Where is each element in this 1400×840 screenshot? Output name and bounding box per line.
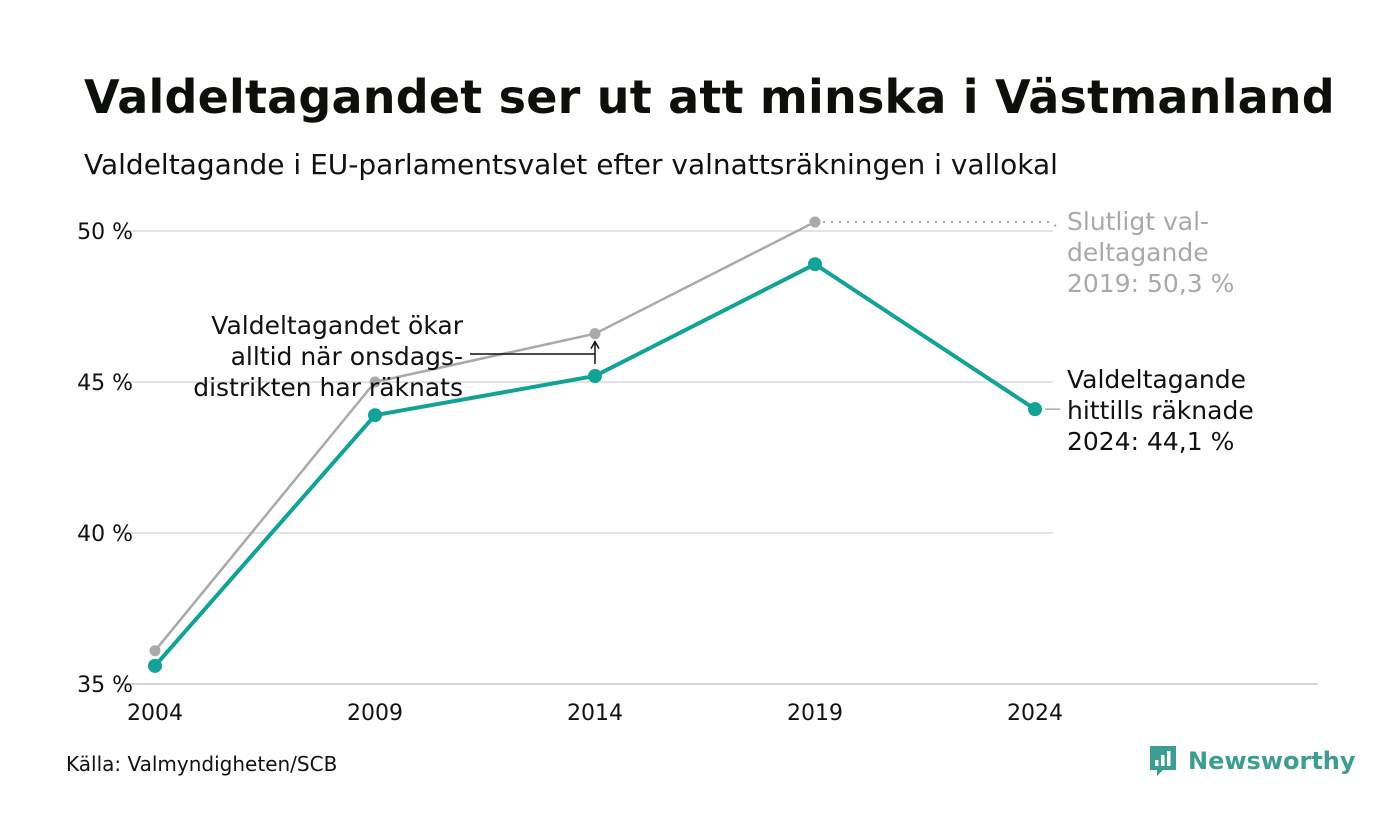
data-point-final[interactable] <box>809 216 821 228</box>
annotation-wednesday: alltid när onsdags- <box>231 342 463 371</box>
annotation-counted-2024: 2024: 44,1 % <box>1067 427 1234 456</box>
x-tick-label: 2004 <box>127 701 183 726</box>
x-axis-ticks: 2004 2009 2014 2019 2024 <box>127 701 1063 726</box>
series-counted <box>148 257 1042 673</box>
grid-lines <box>120 230 1318 685</box>
annotation-final-2019: deltagande <box>1067 238 1209 267</box>
annotation-counted-2024: Valdeltagande <box>1067 365 1246 394</box>
x-tick-label: 2019 <box>787 701 843 726</box>
data-point-counted[interactable] <box>368 408 382 423</box>
series-line-final <box>154 220 816 652</box>
x-tick-label: 2024 <box>1007 701 1063 726</box>
y-tick-label: 35 % <box>77 673 133 698</box>
data-point-final[interactable] <box>369 376 381 388</box>
data-point-counted[interactable] <box>588 368 602 383</box>
source-note: Källa: Valmyndigheten/SCB <box>66 752 338 776</box>
newsworthy-logo-icon <box>1150 746 1176 776</box>
x-tick-label: 2014 <box>567 701 623 726</box>
annotation-final-2019: 2019: 50,3 % <box>1067 269 1234 298</box>
data-point-counted[interactable] <box>808 257 822 272</box>
brand-name: Newsworthy <box>1188 747 1356 775</box>
annotation-wednesday: Valdeltagandet ökar <box>211 311 463 340</box>
y-tick-label: 50 % <box>77 220 133 245</box>
data-point-final[interactable] <box>589 328 601 340</box>
y-tick-label: 40 % <box>77 522 133 547</box>
x-tick-label: 2009 <box>347 701 403 726</box>
y-axis-ticks: 35 % 40 % 45 % 50 % <box>77 220 133 698</box>
data-point-final[interactable] <box>149 645 161 657</box>
annotation-counted-2024: hittills räknade <box>1067 396 1254 425</box>
annotation-final-2019: Slutligt val- <box>1067 207 1209 236</box>
series-final <box>149 216 821 657</box>
y-tick-label: 45 % <box>77 371 133 396</box>
arrow-head-icon <box>590 340 600 350</box>
brand[interactable]: Newsworthy <box>1148 744 1356 778</box>
chart-subtitle: Valdeltagande i EU-parlamentsvalet efter… <box>84 148 1058 181</box>
data-point-counted[interactable] <box>148 658 162 673</box>
annotation-wednesday: distrikten har räknats <box>193 373 463 402</box>
series <box>148 216 1042 673</box>
annotation-leader-final <box>823 220 1061 229</box>
data-point-counted[interactable] <box>1028 402 1042 417</box>
chart-title: Valdeltagandet ser ut att minska i Västm… <box>84 70 1335 124</box>
